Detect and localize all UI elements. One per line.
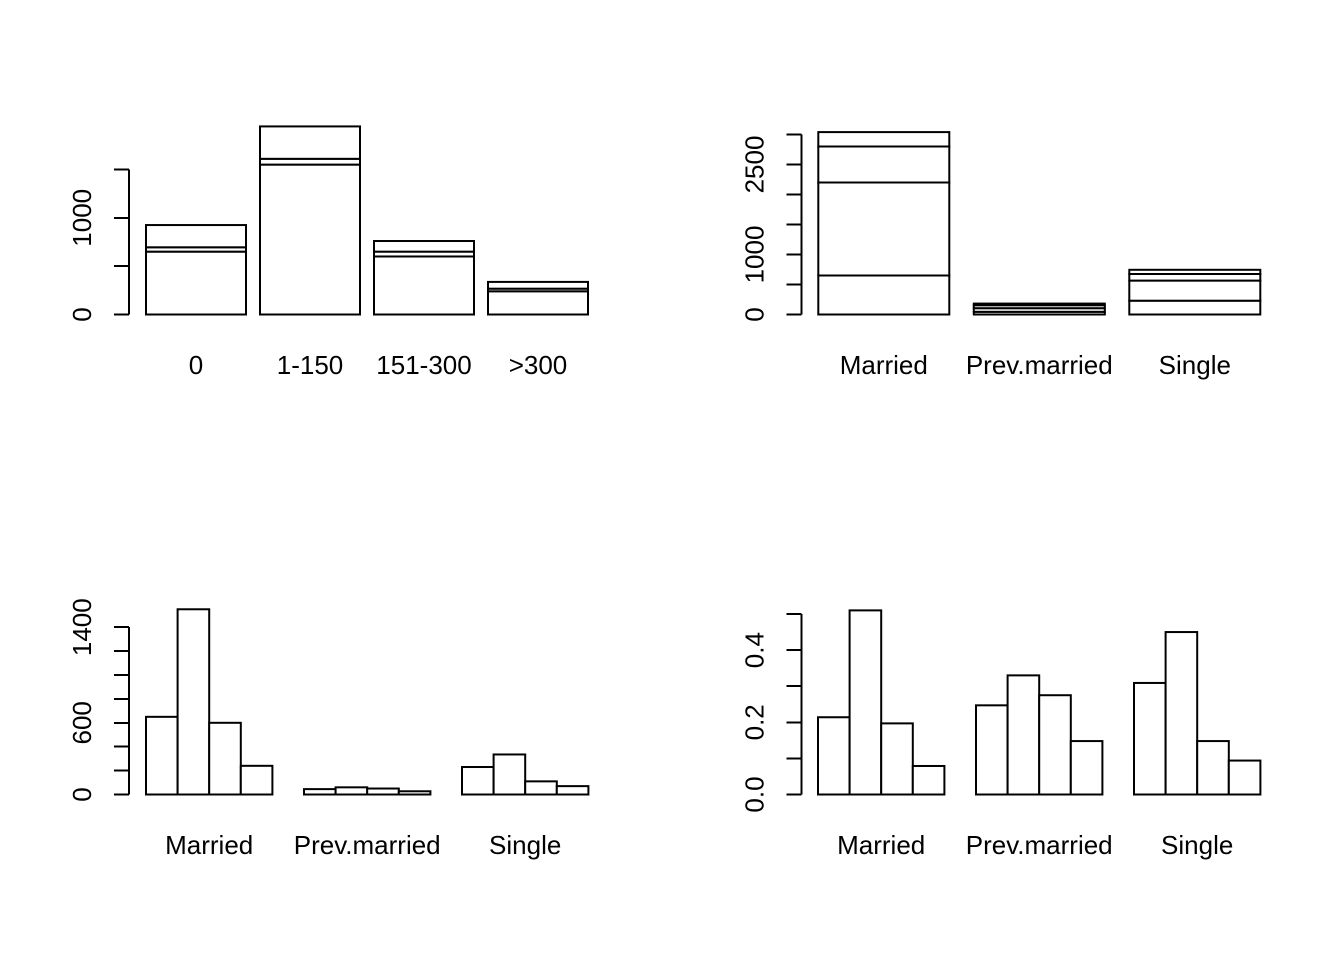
bar-Prev.married-0 <box>303 788 337 796</box>
bar-segment-0-Single <box>145 224 247 249</box>
bar-Prev.married->300 <box>1069 740 1104 796</box>
y-tick-label: 0.2 <box>740 704 770 740</box>
bar-segment-Married-151-300 <box>817 145 951 184</box>
bar-segment-0-Married <box>145 250 247 316</box>
x-category-label: >300 <box>509 350 568 380</box>
bar-Single-151-300 <box>524 780 558 796</box>
y-tick-label: 0.4 <box>740 632 770 668</box>
bar-segment-Married-1-150 <box>817 181 951 277</box>
y-tick-label: 1000 <box>740 226 770 284</box>
bar-Prev.married-151-300 <box>366 787 400 796</box>
bar-Married->300 <box>911 764 946 796</box>
bar-Prev.married-151-300 <box>1038 694 1072 796</box>
panel-0: 0 1000 0 1-150 151-300 >300 <box>67 125 589 380</box>
bar-Married-0 <box>145 715 179 796</box>
bar-Prev.married-0 <box>975 704 1009 796</box>
y-tick-label: 600 <box>67 701 97 744</box>
bar-Prev.married->300 <box>397 790 432 796</box>
x-category-label: Prev.married <box>294 830 441 860</box>
bar-Married-151-300 <box>208 721 242 796</box>
bar-Single->300 <box>555 785 590 796</box>
bar-Prev.married-1-150 <box>334 786 369 796</box>
bar-Prev.married-1-150 <box>1006 674 1041 796</box>
bar-Single-1-150 <box>1164 631 1199 796</box>
x-category-label: Single <box>489 830 561 860</box>
bar-segment->300-Married <box>487 290 589 316</box>
y-tick-label: 0 <box>740 307 770 321</box>
bar-Single->300 <box>1227 759 1262 796</box>
x-category-label: 151-300 <box>376 350 471 380</box>
bar-segment-Single-1-150 <box>1128 279 1262 302</box>
bar-segment-Prev.married->300 <box>972 302 1106 307</box>
bar-Married->300 <box>239 764 274 796</box>
bar-segment-Married-0 <box>817 274 951 316</box>
y-tick-label: 2500 <box>740 136 770 194</box>
y-tick-label: 0 <box>67 787 97 801</box>
x-category-label: 0 <box>189 350 203 380</box>
x-category-label: Married <box>840 350 928 380</box>
y-tick-label: 0.0 <box>740 776 770 812</box>
x-category-label: Married <box>837 830 925 860</box>
bar-segment-1-150-Married <box>259 163 361 316</box>
bar-Married-0 <box>817 716 851 796</box>
x-category-label: Single <box>1161 830 1233 860</box>
bar-Married-1-150 <box>176 608 211 796</box>
y-tick-label: 0 <box>67 307 97 321</box>
panel-2: 0 600 1400 Married Prev.married Single <box>67 598 590 860</box>
bar-segment->300-Single <box>487 280 589 290</box>
x-category-label: Prev.married <box>966 350 1113 380</box>
panel-3: 0.0 0.2 0.4 Married Prev.married Single <box>740 609 1262 860</box>
x-category-label: Prev.married <box>966 830 1113 860</box>
x-category-label: Married <box>165 830 253 860</box>
y-tick-label: 1400 <box>67 598 97 656</box>
bar-Single-0 <box>461 766 495 796</box>
bar-Single-0 <box>1133 681 1167 796</box>
bar-segment-Single->300 <box>1128 268 1262 275</box>
bar-Married-151-300 <box>880 722 914 796</box>
bar-segment-151-300-Single <box>373 240 475 253</box>
x-category-label: Single <box>1159 350 1231 380</box>
bar-segment-Married->300 <box>817 131 951 148</box>
bar-segment-151-300-Married <box>373 255 475 316</box>
y-tick-label: 1000 <box>67 189 97 247</box>
x-category-label: 1-150 <box>277 350 344 380</box>
bar-segment-Single-0 <box>1128 299 1262 316</box>
bar-Married-1-150 <box>848 609 883 796</box>
bar-Single-1-150 <box>492 753 527 796</box>
bar-segment-1-150-Single <box>259 125 361 160</box>
bar-Single-151-300 <box>1196 740 1230 796</box>
panel-1: 0 1000 2500 Married Prev.married Single <box>740 131 1262 380</box>
